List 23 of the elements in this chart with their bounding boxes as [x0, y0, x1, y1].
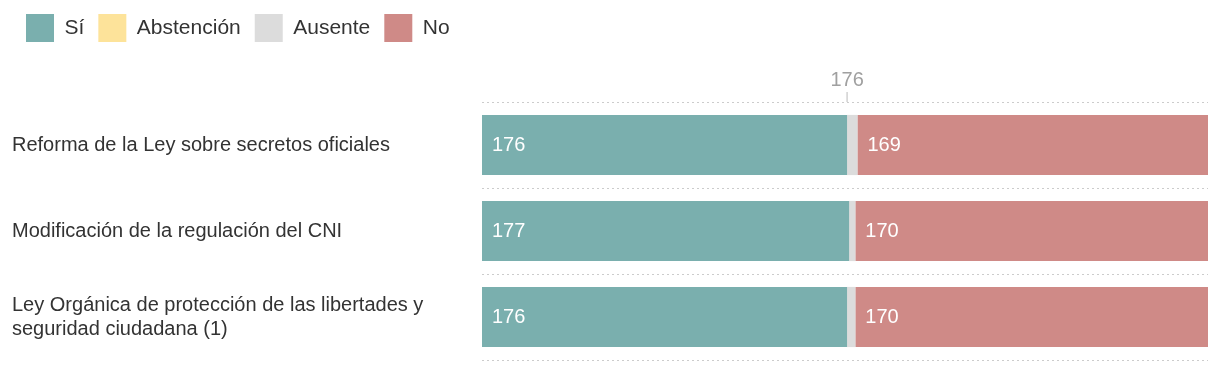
bar	[847, 286, 856, 348]
legend-label: No	[422, 14, 450, 38]
bar	[482, 200, 850, 262]
ref-line-label: 176	[830, 67, 864, 90]
y-tick-label: Modificación de la regulación del CNI	[12, 218, 343, 241]
bar	[849, 200, 856, 262]
legend-label: Ausente	[293, 14, 371, 38]
data-label: 169	[867, 132, 901, 155]
bar	[482, 114, 848, 176]
data-label: 177	[492, 218, 526, 241]
legend-label: Abstención	[136, 14, 241, 38]
data-label: 170	[865, 218, 899, 241]
legend-label: Sí	[64, 14, 85, 38]
data-label: 176	[492, 304, 526, 327]
y-tick-label: Reforma de la Ley sobre secretos oficiales	[12, 132, 390, 155]
bar	[482, 286, 848, 348]
y-tick-label: Ley Orgánica de protección de las libertades y seguridad ciudadana (1)	[12, 292, 424, 339]
bar	[857, 114, 1208, 176]
bar	[855, 200, 1208, 262]
data-label: 176	[492, 132, 526, 155]
bar	[855, 286, 1208, 348]
bar	[847, 114, 858, 176]
data-label: 170	[865, 304, 899, 327]
